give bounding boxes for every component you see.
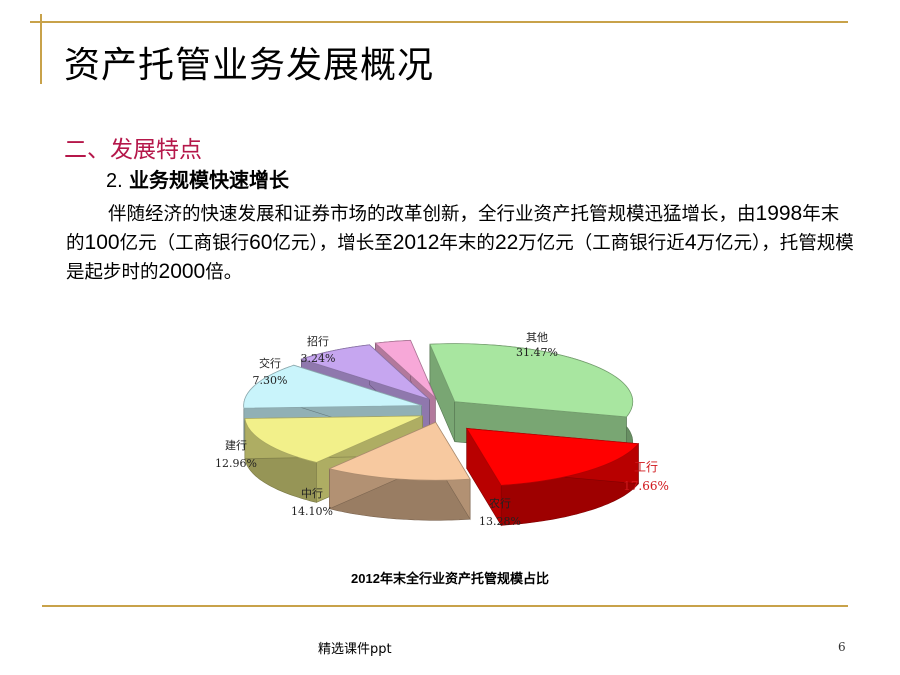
body-number-2: 100 bbox=[84, 231, 120, 254]
pie-label-value-3: 14.10% bbox=[291, 505, 333, 518]
pie-slice-5 bbox=[300, 344, 430, 400]
pie-label-name-1: 工行 bbox=[634, 460, 658, 474]
top-rule bbox=[30, 21, 848, 23]
pie-label-value-4: 12.96% bbox=[215, 457, 257, 470]
section-heading: 二、发展特点 bbox=[64, 137, 202, 163]
side-rule bbox=[40, 14, 42, 84]
body-text-7: 万亿元），托管规模是起步时的 bbox=[66, 233, 854, 283]
pie-label-name-0: 其他 bbox=[526, 331, 548, 344]
body-number-3: 60 bbox=[249, 231, 273, 254]
body-text-6: 万亿元（工商银行近 bbox=[518, 233, 685, 254]
subheading-text: 业务规模快速增长 bbox=[129, 168, 290, 192]
pie-label-value-1: 17.66% bbox=[623, 479, 669, 493]
body-text-8: 倍。 bbox=[205, 262, 243, 283]
pie-label-value-2: 13.28% bbox=[479, 515, 521, 528]
footer-text: 精选课件ppt bbox=[318, 642, 392, 657]
body-text-4: 亿元），增长至 bbox=[272, 233, 393, 254]
subheading: 2. 业务规模快速增长 bbox=[106, 164, 289, 193]
pie-slice-6 bbox=[374, 339, 436, 399]
body-number-6: 4 bbox=[684, 231, 697, 254]
pie-label-value-0: 31.47% bbox=[516, 346, 558, 359]
pie-slice-1 bbox=[465, 427, 640, 486]
pie-label-name-2: 农行 bbox=[489, 496, 511, 510]
bottom-rule bbox=[42, 605, 848, 607]
pie-slice-3 bbox=[244, 415, 423, 463]
pie-label-value-6: 3.24% bbox=[301, 352, 336, 365]
body-number-5: 22 bbox=[494, 231, 519, 254]
pie-label-name-3: 中行 bbox=[301, 487, 323, 500]
body-paragraph: 伴随经济的快速发展和证券市场的改革创新，全行业资产托管规模迅猛增长，由1998 年… bbox=[66, 200, 856, 287]
pie-slice-0 bbox=[429, 343, 634, 418]
chart-caption: 2012年末全行业资产托管规模占比 bbox=[351, 571, 549, 586]
pie-slice-2 bbox=[328, 421, 471, 481]
body-number-7: 2000 bbox=[158, 260, 206, 283]
pie-label-name-6: 招行 bbox=[307, 334, 329, 348]
body-text-2: 年末的 bbox=[66, 204, 840, 254]
body-number-4: 2012 bbox=[392, 231, 440, 254]
slide-title: 资产托管业务发展概况 bbox=[64, 45, 435, 86]
pie-label-name-4: 建行 bbox=[225, 438, 247, 452]
body-text-3: 亿元（工商银行 bbox=[119, 233, 250, 254]
pie-label-value-5: 7.30% bbox=[253, 374, 288, 387]
pie-label-name-5: 交行 bbox=[259, 356, 281, 370]
pie-slice-4 bbox=[243, 364, 422, 409]
page-number: 6 bbox=[838, 640, 846, 654]
body-number-1: 1998 bbox=[755, 202, 803, 225]
body-text-1: 伴随经济的快速发展和证券市场的改革创新，全行业资产托管规模迅猛增长，由 bbox=[108, 204, 756, 225]
subheading-number: 2. bbox=[106, 170, 123, 192]
body-text-5: 年末的 bbox=[439, 233, 495, 254]
